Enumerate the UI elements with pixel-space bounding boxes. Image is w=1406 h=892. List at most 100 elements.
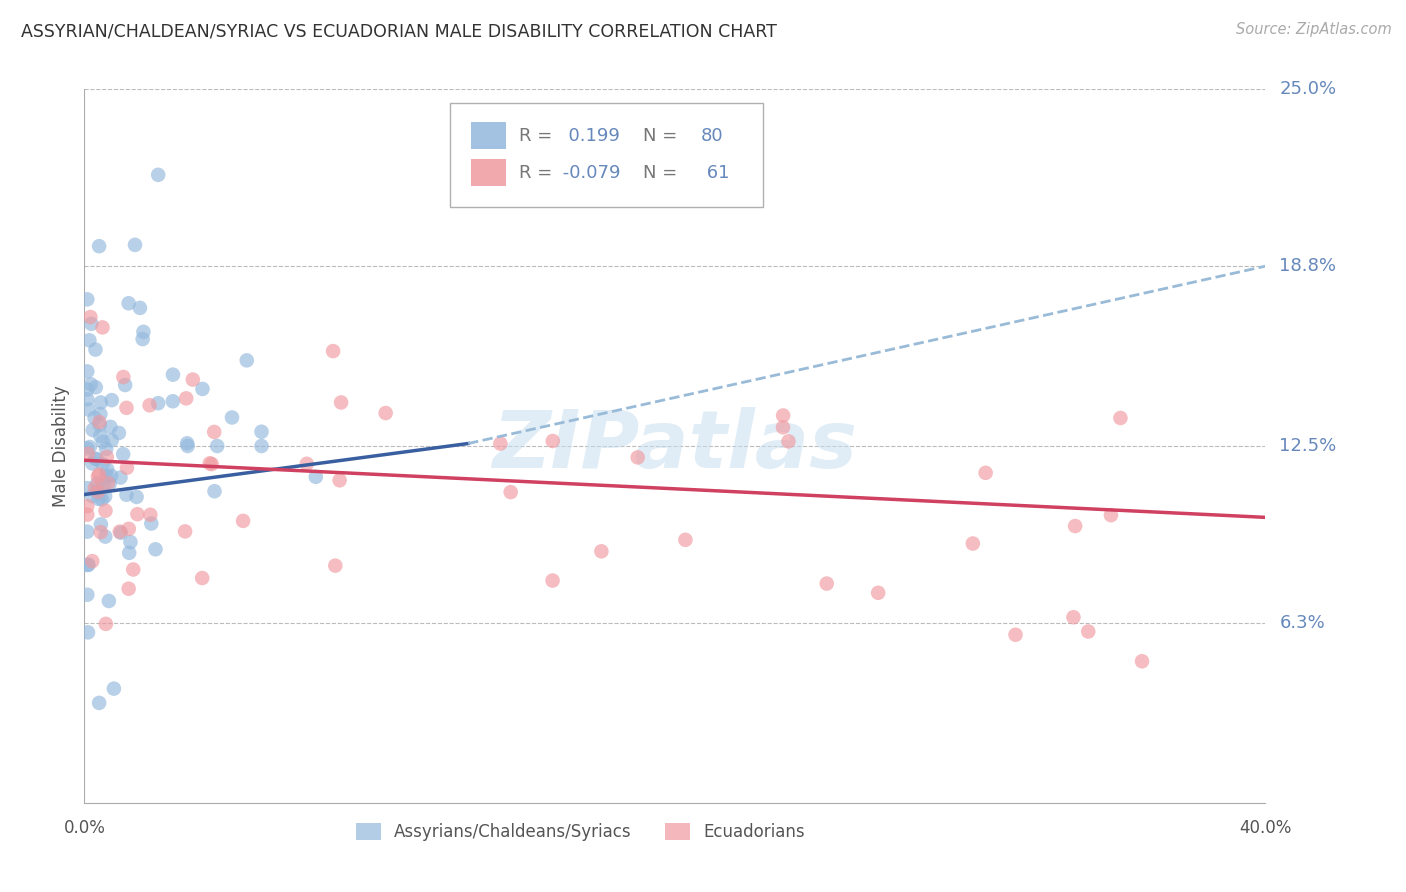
Point xyxy=(162,368,184,382)
Point xyxy=(76,293,98,307)
Point xyxy=(96,450,118,464)
Point xyxy=(87,467,111,482)
Point xyxy=(89,429,111,443)
Point xyxy=(87,239,111,253)
Point xyxy=(124,238,146,252)
Point xyxy=(97,476,120,491)
Point xyxy=(103,681,125,696)
Point xyxy=(177,439,200,453)
Point xyxy=(129,301,152,315)
Point xyxy=(148,168,170,182)
FancyBboxPatch shape xyxy=(450,103,763,207)
Point xyxy=(591,544,613,558)
Point xyxy=(112,447,135,461)
Point xyxy=(139,508,162,522)
Point xyxy=(115,401,138,415)
Point xyxy=(77,625,100,640)
Point xyxy=(131,332,153,346)
Point xyxy=(86,476,108,491)
Point xyxy=(83,410,105,425)
Point xyxy=(815,576,838,591)
Point xyxy=(132,325,155,339)
Point xyxy=(323,558,346,573)
Point xyxy=(221,410,243,425)
Point xyxy=(329,473,352,487)
Text: N =: N = xyxy=(643,127,678,145)
Point xyxy=(176,436,198,450)
Point xyxy=(489,436,512,450)
Point xyxy=(1064,519,1087,533)
Point xyxy=(79,440,101,454)
Point xyxy=(80,377,103,392)
Point xyxy=(207,439,229,453)
Point xyxy=(98,476,121,491)
Point xyxy=(778,434,800,449)
Point xyxy=(87,696,111,710)
Point xyxy=(79,334,101,348)
Point xyxy=(162,394,184,409)
Text: -0.079: -0.079 xyxy=(557,164,620,182)
Text: 18.8%: 18.8% xyxy=(1279,257,1336,275)
FancyBboxPatch shape xyxy=(471,122,506,149)
Point xyxy=(89,417,111,432)
Point xyxy=(1063,610,1085,624)
Point xyxy=(79,310,101,324)
Point xyxy=(93,477,115,491)
Point xyxy=(127,507,149,521)
Point xyxy=(82,423,104,437)
Point xyxy=(138,398,160,412)
Point xyxy=(305,470,328,484)
Point xyxy=(100,468,122,483)
Text: 25.0%: 25.0% xyxy=(1279,80,1337,98)
Point xyxy=(108,425,131,440)
Point xyxy=(90,517,112,532)
Point xyxy=(108,524,131,539)
Point xyxy=(86,483,108,498)
Point xyxy=(96,442,118,456)
Point xyxy=(80,489,103,503)
Point xyxy=(148,396,170,410)
Point xyxy=(250,439,273,453)
Point xyxy=(87,484,110,499)
Point xyxy=(84,481,107,495)
Point xyxy=(236,353,259,368)
Point xyxy=(76,392,98,407)
Point xyxy=(76,508,98,522)
Point xyxy=(120,535,142,549)
Point xyxy=(330,395,353,409)
Point xyxy=(97,594,120,608)
Point xyxy=(204,484,226,499)
Point xyxy=(125,490,148,504)
Point xyxy=(86,452,108,467)
Point xyxy=(191,571,214,585)
Point xyxy=(868,586,890,600)
Point xyxy=(80,317,103,331)
Text: 61: 61 xyxy=(700,164,730,182)
Point xyxy=(76,383,98,397)
FancyBboxPatch shape xyxy=(471,159,506,186)
Point xyxy=(673,533,696,547)
Point xyxy=(374,406,396,420)
Point xyxy=(89,407,111,421)
Point xyxy=(191,382,214,396)
Point xyxy=(89,415,111,429)
Point xyxy=(115,460,138,475)
Point xyxy=(118,546,141,560)
Point xyxy=(118,296,141,310)
Point xyxy=(1077,624,1099,639)
Point xyxy=(1004,628,1026,642)
Text: 0.199: 0.199 xyxy=(557,127,620,145)
Point xyxy=(84,380,107,394)
Point xyxy=(100,434,122,448)
Text: ZIPatlas: ZIPatlas xyxy=(492,407,858,485)
Point xyxy=(174,524,197,539)
Point xyxy=(232,514,254,528)
Text: R =: R = xyxy=(519,164,553,182)
Point xyxy=(118,582,141,596)
Text: 12.5%: 12.5% xyxy=(1279,437,1337,455)
Text: 6.3%: 6.3% xyxy=(1279,614,1324,632)
Point xyxy=(76,588,98,602)
Point xyxy=(141,516,163,531)
Text: Source: ZipAtlas.com: Source: ZipAtlas.com xyxy=(1236,22,1392,37)
Point xyxy=(100,420,122,434)
